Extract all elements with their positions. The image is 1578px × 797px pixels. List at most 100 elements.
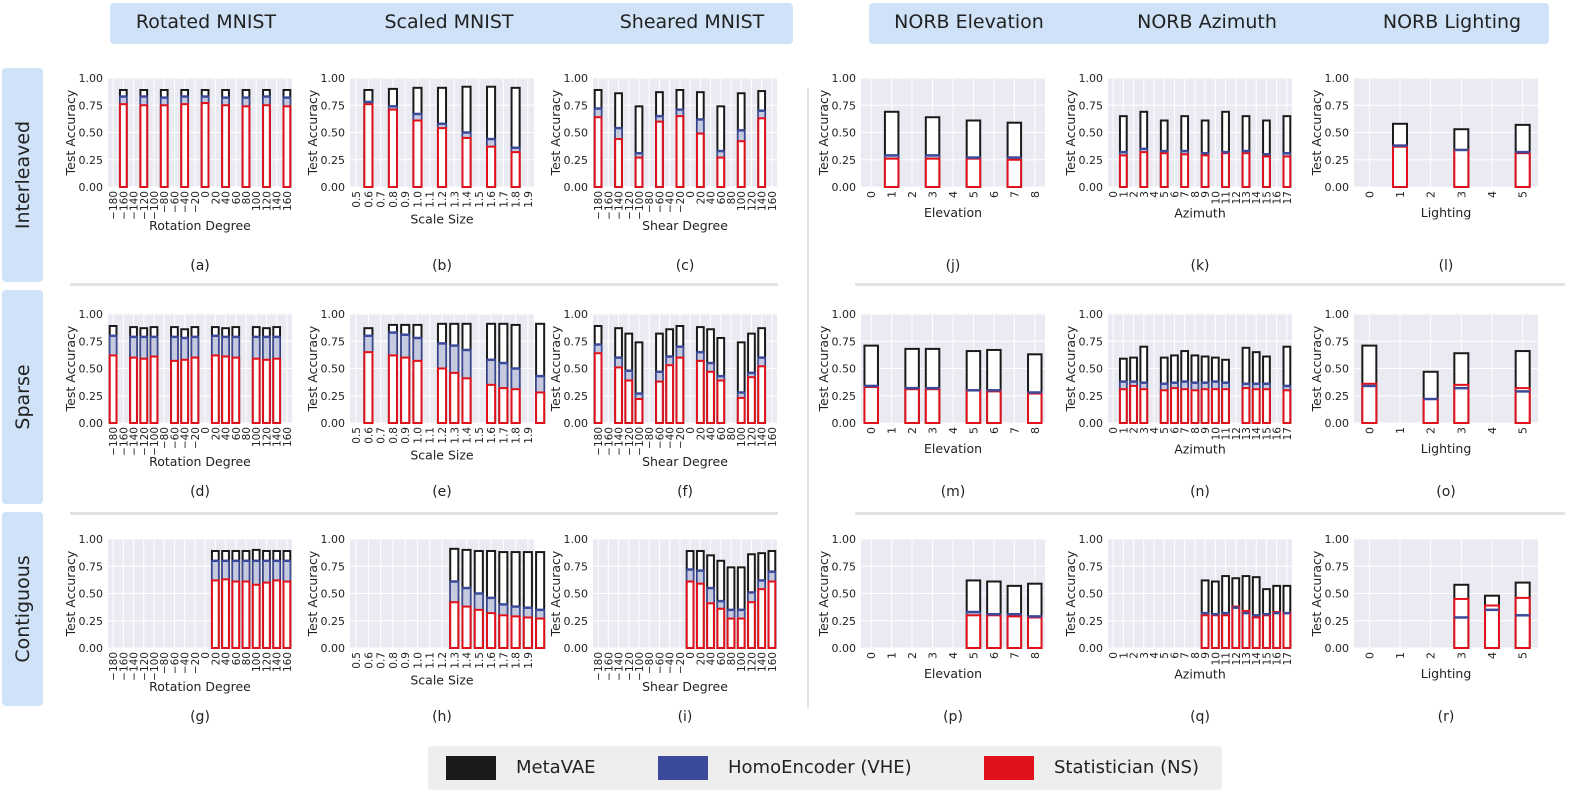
y-axis-title: Test Accuracy <box>548 325 563 412</box>
x-tick-label: −120 <box>139 427 151 456</box>
bar-ns <box>1262 155 1271 189</box>
x-tick-label: 1.0 <box>412 191 424 208</box>
bar-ns <box>736 396 746 424</box>
bar-group <box>1180 115 1190 189</box>
bar-group <box>1027 582 1043 650</box>
bar-ns <box>221 355 230 424</box>
x-tick-label: 40 <box>706 191 718 204</box>
x-tick-label: −60 <box>654 427 666 449</box>
bar-ns <box>118 103 128 188</box>
bar-group <box>1231 577 1241 650</box>
bar-ns <box>1251 388 1261 424</box>
x-tick-label: −60 <box>654 191 666 213</box>
bar-group <box>251 548 261 649</box>
y-axis-title: Test Accuracy <box>305 89 320 176</box>
x-axis-title: Shear Degree <box>642 454 728 469</box>
x-tick-label: 1.5 <box>474 191 486 208</box>
x-tick-label: 17 <box>1282 427 1294 440</box>
y-tick-label: 1.00 <box>321 72 346 85</box>
x-tick-label: 160 <box>282 652 294 672</box>
bar-group <box>486 85 497 188</box>
bar-group <box>634 105 644 189</box>
x-tick-label: 6 <box>1169 427 1181 434</box>
bar-ns <box>986 614 1002 650</box>
bar-group <box>614 92 623 188</box>
x-tick-label: 10 <box>1210 191 1222 204</box>
y-axis-title: Test Accuracy <box>305 550 320 637</box>
bar-group <box>736 566 746 650</box>
bar-group <box>1006 121 1023 188</box>
x-tick-label: −40 <box>180 191 192 213</box>
x-tick-label: −160 <box>118 652 130 681</box>
panel-caption: (r) <box>1438 709 1455 725</box>
x-tick-label: 160 <box>282 427 294 447</box>
x-tick-label: 140 <box>757 191 769 211</box>
x-axis-title: Rotation Degree <box>149 454 251 469</box>
legend-label-ns: Statistician (NS) <box>1054 757 1200 778</box>
x-tick-label: 0.9 <box>400 652 412 669</box>
bar-group <box>400 323 411 424</box>
bar-ns <box>757 365 767 424</box>
bar-group <box>1139 345 1149 425</box>
bar-ns <box>251 583 261 649</box>
panel-caption: (m) <box>941 484 966 500</box>
x-tick-label: 9 <box>1200 427 1212 434</box>
x-tick-label: −80 <box>159 191 171 213</box>
x-tick-label: 7 <box>1008 427 1021 434</box>
y-tick-label: 0.75 <box>79 335 104 348</box>
bar-ns <box>139 104 149 188</box>
x-tick-label: 160 <box>767 427 779 447</box>
chart-panel-p: 0.000.250.500.751.000 1 2 3 4 5 6 7 8ElevationTe… <box>816 533 1045 725</box>
y-tick-label: 0.75 <box>832 99 857 112</box>
x-tick-label: 4 <box>1486 191 1499 198</box>
chart-panel-a: 0.00 0.25 0.50 0.75 1.00 −180−160−140−120−100… <box>63 72 294 274</box>
chart-panel-h: 0.000.250.500.751.000.5 0.6 0.7 0.8 0.9 1.0 1.… <box>305 533 546 725</box>
bar-group <box>614 327 623 425</box>
x-tick-label: 11 <box>1221 427 1233 440</box>
bar-ns <box>535 391 546 425</box>
x-tick-label: 1.3 <box>449 652 461 669</box>
x-tick-label: 13 <box>1241 652 1253 665</box>
x-tick-label: 1.2 <box>437 191 449 208</box>
bar-ns <box>965 614 982 650</box>
bar-ns <box>1484 604 1500 649</box>
y-tick-label: 1.00 <box>1079 72 1104 85</box>
header-norb-elevation: NORB Elevation <box>894 11 1044 33</box>
bar-group <box>1159 119 1169 188</box>
x-tick-label: −140 <box>614 191 626 220</box>
row-label-interleaved: Interleaved <box>2 68 43 282</box>
x-tick-label: 0 <box>1363 191 1376 198</box>
chart-panel-q: 0.000.250.500.751.0001234567891011121314… <box>1063 533 1294 725</box>
bar-group <box>883 110 900 189</box>
bar-ns <box>1241 609 1251 650</box>
bar-group <box>1200 579 1210 650</box>
bar-ns <box>1221 388 1230 424</box>
x-tick-label: 0 <box>685 652 697 659</box>
bar-ns <box>1422 398 1439 424</box>
x-tick-label: 40 <box>706 427 718 440</box>
y-tick-label: 0.00 <box>1079 181 1104 194</box>
bar-ns <box>1210 388 1220 424</box>
x-tick-label: −140 <box>129 427 141 456</box>
bar-ns <box>1200 154 1210 188</box>
bar-group <box>1514 123 1531 188</box>
x-tick-label: 5 <box>1159 427 1171 434</box>
y-tick-label: 0.00 <box>1325 642 1350 655</box>
bar-group <box>180 328 190 424</box>
bar-ns <box>1159 389 1169 425</box>
norb-header-bar: NORB Elevation NORB Azimuth NORB Lightin… <box>869 3 1549 44</box>
bar-ns <box>282 580 292 649</box>
x-tick-label: 1.1 <box>425 652 437 669</box>
x-tick-label: 5 <box>1517 191 1530 198</box>
x-tick-label: 1.6 <box>486 652 498 669</box>
bar-group <box>180 88 190 189</box>
y-tick-label: 1.00 <box>1079 308 1104 321</box>
y-axis-title: Test Accuracy <box>63 89 78 176</box>
x-tick-label: 2 <box>1129 191 1141 198</box>
y-tick-label: 0.50 <box>1325 127 1350 140</box>
x-axis-title: Lighting <box>1421 441 1472 456</box>
x-tick-label: 6 <box>1169 191 1181 198</box>
bar-ns <box>1262 388 1271 424</box>
x-tick-label: 0.6 <box>363 427 375 444</box>
bar-group <box>593 88 603 189</box>
